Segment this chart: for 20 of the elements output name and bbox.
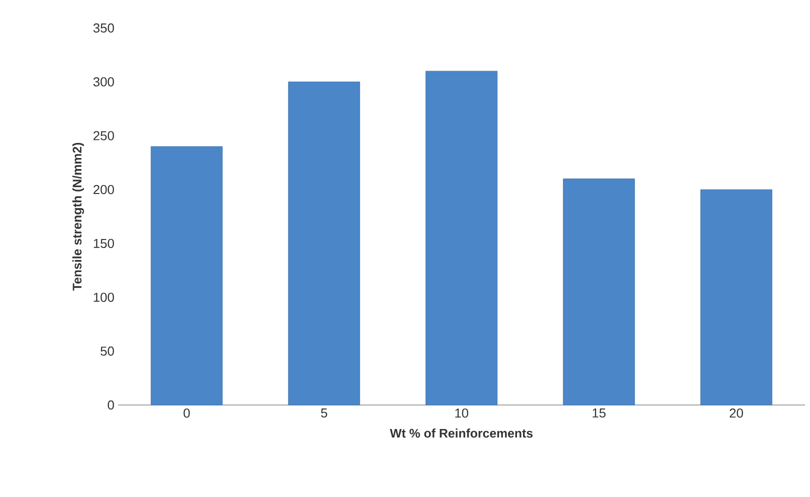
y-tick-label: 150 [94, 238, 114, 248]
x-tick-label: 15 [592, 408, 606, 418]
x-tick-label: 0 [184, 408, 190, 418]
x-axis-title: Wt % of Reinforcements [390, 428, 533, 438]
y-tick-label: 200 [94, 184, 114, 194]
y-tick-label: 100 [94, 292, 114, 302]
y-tick-label: 0 [108, 400, 114, 410]
y-axis-title: Tensile strength (N/mm2) [72, 142, 84, 291]
x-tick-label: 10 [455, 408, 468, 418]
bar [150, 146, 223, 406]
x-tick-label: 5 [321, 408, 328, 418]
y-tick-label: 300 [93, 77, 114, 86]
y-tick-label: 50 [100, 346, 114, 356]
bar [288, 82, 360, 406]
bar [700, 189, 772, 406]
bar [426, 70, 498, 406]
y-tick-label: 250 [94, 131, 114, 140]
y-tick-label: 350 [93, 23, 114, 33]
x-tick-label: 20 [730, 408, 744, 418]
bar [562, 178, 635, 406]
